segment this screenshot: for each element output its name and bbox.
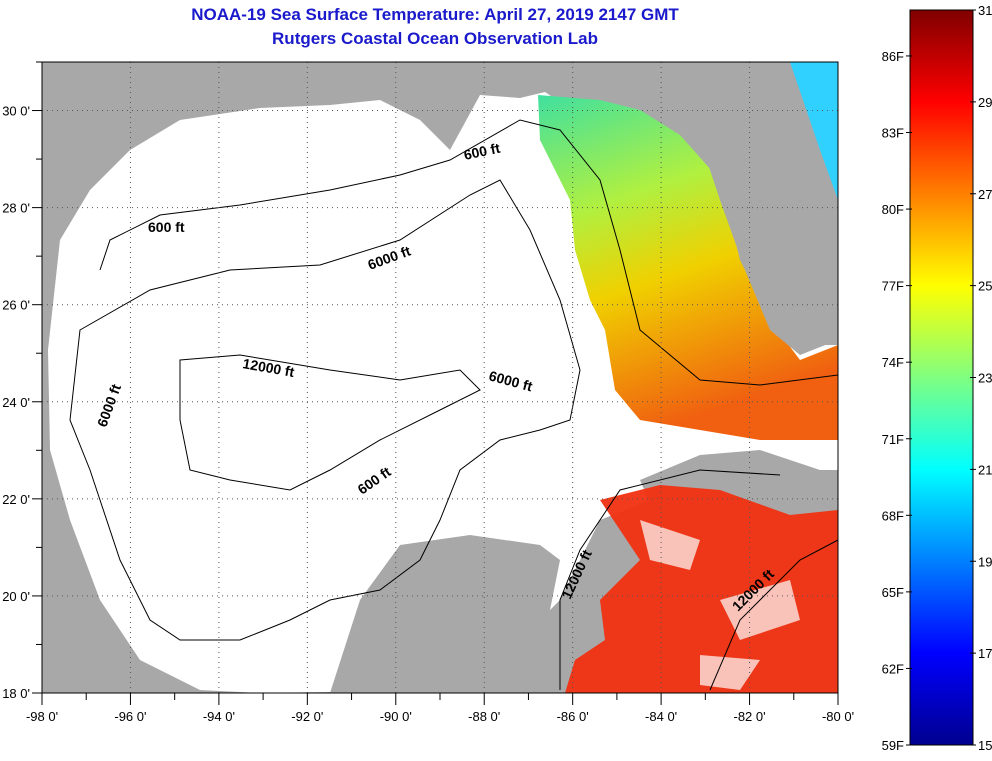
x-tick-label: -88 0' <box>468 709 500 724</box>
y-tick-label: 24 0' <box>2 395 30 410</box>
x-tick-label: -82 0' <box>733 709 765 724</box>
x-tick-label: -94 0' <box>203 709 235 724</box>
y-tick-label: 28 0' <box>2 201 30 216</box>
bathymetry-contours <box>69 119 838 691</box>
x-tick-label: -90 0' <box>380 709 412 724</box>
fahrenheit-label: 65F <box>882 585 904 600</box>
x-tick-label: -92 0' <box>291 709 323 724</box>
x-tick-label: -96 0' <box>114 709 146 724</box>
colorbar <box>909 9 974 746</box>
fahrenheit-label: 68F <box>882 508 904 523</box>
yucatan-land <box>330 535 560 693</box>
fahrenheit-label: 80F <box>882 202 904 217</box>
celsius-label: 15C <box>978 738 992 753</box>
celsius-label: 25C <box>978 279 992 294</box>
atlantic-sst <box>790 62 838 200</box>
axes: -98 0' -96 0' -94 0' -92 0' -90 0' -88 0' -86 … <box>2 61 854 724</box>
fahrenheit-label: 86F <box>882 49 904 64</box>
celsius-label: 31C <box>978 3 992 18</box>
celsius-label: 23C <box>978 371 992 386</box>
fahrenheit-label: 74F <box>882 355 904 370</box>
x-tick-label: -80 0' <box>822 709 854 724</box>
x-tick-label: -86 0' <box>557 709 589 724</box>
y-tick-label: 30 0' <box>2 104 30 119</box>
x-tick-label: -98 0' <box>26 709 58 724</box>
caribbean-sst <box>565 485 838 693</box>
contour-label: 600 ft <box>462 140 501 163</box>
y-tick-label: 26 0' <box>2 298 30 313</box>
celsius-label: 27C <box>978 187 992 202</box>
florida-land <box>700 62 838 355</box>
graticule <box>42 62 838 693</box>
florida-shelf-sst <box>538 95 838 440</box>
map-subtitle: Rutgers Coastal Ocean Observation Lab <box>272 29 598 48</box>
celsius-label: 29C <box>978 95 992 110</box>
y-tick-label: 22 0' <box>2 492 30 507</box>
fahrenheit-label: 77F <box>882 279 904 294</box>
contour-label: 600 ft <box>148 219 185 235</box>
map-title: NOAA-19 Sea Surface Temperature: April 2… <box>191 5 679 24</box>
celsius-label: 19C <box>978 554 992 569</box>
y-tick-label: 20 0' <box>2 589 30 604</box>
x-tick-label: -84 0' <box>645 709 677 724</box>
fahrenheit-label: 62F <box>882 661 904 676</box>
y-tick-label: 18 0' <box>2 686 30 701</box>
cloud-gaps <box>640 520 800 690</box>
fahrenheit-label: 59F <box>882 738 904 753</box>
colorbar-ticks: 31C 29C 27C 25C 23C 21C 19C 17C 15C 86F 83F 80F 77F 7… <box>882 3 992 753</box>
fahrenheit-label: 83F <box>882 126 904 141</box>
fahrenheit-label: 71F <box>882 432 904 447</box>
celsius-label: 17C <box>978 646 992 661</box>
celsius-label: 21C <box>978 462 992 477</box>
